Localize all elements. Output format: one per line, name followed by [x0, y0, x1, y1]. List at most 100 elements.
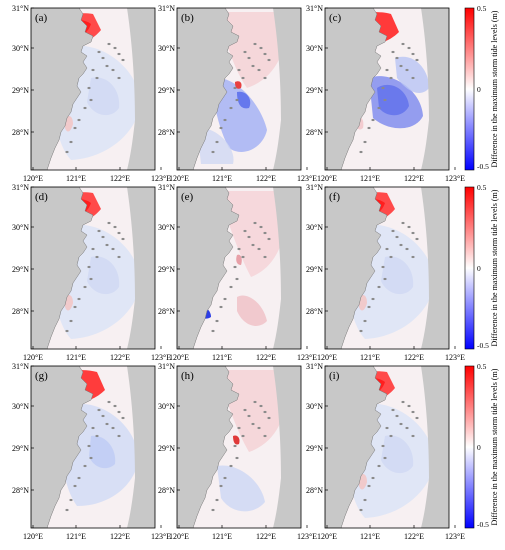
island: [223, 476, 227, 480]
lat-tick-label: 29°N: [306, 265, 323, 274]
difference-region: [395, 56, 429, 93]
domain-edge-mask: [127, 187, 155, 349]
panel-frame: [176, 186, 302, 350]
island: [395, 414, 399, 418]
lat-tick-label: 29°N: [306, 86, 323, 95]
map-panel: (i) 31°N 30°N 29°N 28°N 120°E 121°E 122°E 123°E: [306, 362, 465, 541]
mainland: [31, 187, 94, 349]
lat-tick-label: 30°N: [158, 223, 175, 232]
lon-tick-label: 121°E: [360, 174, 380, 183]
island: [259, 46, 263, 50]
island: [233, 86, 237, 90]
lat-tick-label: 31°N: [12, 4, 29, 13]
lon-tick-label: 123°E: [151, 532, 171, 541]
map-field: [325, 187, 449, 349]
island: [211, 508, 215, 512]
difference-region: [237, 295, 267, 326]
island: [89, 277, 93, 281]
island: [363, 498, 367, 502]
panel-frame: [324, 7, 450, 171]
island: [235, 98, 239, 102]
difference-region: [359, 474, 367, 490]
island: [411, 231, 415, 235]
map-field: [31, 187, 155, 349]
island: [87, 265, 91, 269]
lon-tick-label: 121°E: [66, 532, 86, 541]
domain-edge-mask: [273, 8, 301, 170]
island: [87, 86, 91, 90]
lat-tick-label: 30°N: [158, 402, 175, 411]
island: [111, 68, 115, 72]
lat-tick-label: 29°N: [158, 86, 175, 95]
island: [411, 255, 415, 259]
island: [105, 64, 109, 68]
mainland: [177, 366, 240, 528]
map-field: [177, 187, 301, 349]
map-panel: (c) 31°N 30°N 29°N 28°N 120°E 121°E 122°E 123°E: [306, 4, 465, 183]
map-field: [177, 366, 301, 528]
map-panel: (e) 31°N 30°N 29°N 28°N 120°E 121°E 122°E 123°E: [158, 183, 317, 362]
lat-tick-label: 28°N: [306, 486, 323, 495]
colorbar-tick-label: 0: [477, 443, 481, 452]
island: [381, 265, 385, 269]
island: [117, 231, 121, 235]
island: [233, 265, 237, 269]
difference-region: [89, 435, 116, 469]
lon-tick-label: 120°E: [317, 353, 337, 362]
map-field: [325, 366, 449, 528]
island: [399, 422, 403, 426]
lon-tick-label: 122°E: [256, 174, 276, 183]
island: [69, 319, 73, 323]
island: [247, 56, 251, 60]
lat-tick-label: 29°N: [158, 444, 175, 453]
panel-label: (a): [35, 12, 48, 24]
island: [223, 297, 227, 301]
map-field: [31, 8, 155, 170]
panel-label: (d): [35, 191, 48, 203]
island: [241, 76, 245, 80]
lat-tick-label: 28°N: [158, 128, 175, 137]
island: [241, 434, 245, 438]
island: [363, 319, 367, 323]
island: [253, 221, 257, 225]
island: [267, 416, 271, 420]
island: [235, 277, 239, 281]
island: [363, 140, 367, 144]
island: [359, 508, 363, 512]
island: [223, 118, 227, 122]
island: [259, 225, 263, 229]
lon-tick-label: 122°E: [404, 174, 424, 183]
island: [219, 126, 223, 130]
island: [89, 98, 93, 102]
island: [237, 247, 241, 251]
colorbar-label: Difference in the maximum storm tide lev…: [490, 189, 499, 346]
island: [407, 46, 411, 50]
lon-tick-label: 120°E: [169, 353, 189, 362]
island: [77, 118, 81, 122]
lat-tick-label: 28°N: [306, 128, 323, 137]
island: [247, 414, 251, 418]
island: [65, 150, 69, 154]
lon-tick-label: 120°E: [317, 174, 337, 183]
island: [415, 416, 419, 420]
panel-label: (b): [181, 12, 194, 24]
island: [267, 237, 271, 241]
domain-edge-mask: [127, 8, 155, 170]
difference-region: [381, 435, 414, 474]
lon-tick-label: 122°E: [256, 353, 276, 362]
difference-region: [381, 256, 414, 295]
island: [415, 58, 419, 62]
island: [371, 476, 375, 480]
lat-tick-label: 30°N: [12, 223, 29, 232]
lon-tick-label: 123°E: [445, 532, 465, 541]
lon-tick-label: 121°E: [360, 353, 380, 362]
island: [367, 126, 371, 130]
island: [117, 255, 121, 259]
lon-tick-label: 123°E: [445, 174, 465, 183]
island: [253, 42, 257, 46]
island: [381, 444, 385, 448]
mainland: [325, 187, 388, 349]
island: [401, 400, 405, 404]
lon-tick-label: 120°E: [23, 532, 43, 541]
